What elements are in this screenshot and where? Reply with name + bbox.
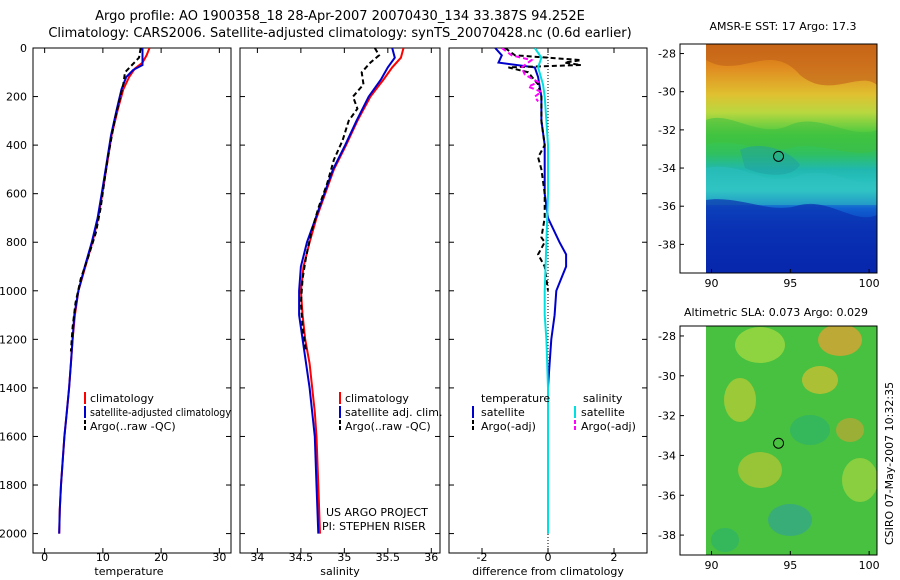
depth-tick-label: 1400 [0, 382, 27, 395]
depth-tick-label: 600 [6, 188, 27, 201]
title-line-1: Argo profile: AO 1900358_18 28-Apr-2007 … [95, 9, 585, 24]
x-tick-label: 10 [96, 551, 110, 564]
x-tick-label: 35 [337, 551, 351, 564]
map-x-tick-label: 100 [859, 277, 880, 290]
sst-map-axes [679, 43, 878, 274]
sla-map-field [706, 326, 877, 555]
map-x-tick-label: 90 [705, 559, 719, 572]
map-y-tick-label: -34 [658, 162, 676, 175]
map-y-tick-label: -28 [658, 48, 676, 61]
map-y-tick-label: -38 [658, 529, 676, 542]
legend-label-satellite: satellite adj. clim. [345, 406, 442, 419]
depth-tick-label: 2000 [0, 528, 27, 541]
series-line-argo-raw-qc- [69, 48, 142, 352]
legend-label-argo: Argo(..raw -QC) [90, 420, 176, 433]
x-tick-label: 0 [41, 551, 48, 564]
salinity-xlabel: salinity [320, 565, 360, 578]
depth-tick-label: 1600 [0, 430, 27, 443]
side-stamp: CSIRO 07-May-2007 10:32:35 [883, 382, 896, 545]
map-y-tick-label: -38 [658, 238, 676, 251]
legend-label-argo: Argo(..raw -QC) [345, 420, 431, 433]
salinity-xaxis: 34 34.5 35 35.5 36 [240, 47, 440, 564]
salinity-axes [239, 47, 441, 554]
series-line-salinity-satellite [533, 48, 549, 534]
difference-xaxis: -2 0 2 [449, 47, 647, 564]
map-y-tick-label: -36 [658, 200, 676, 213]
depth-tick-label: 200 [6, 91, 27, 104]
map-y-tick-label: -36 [658, 489, 676, 502]
temperature-series [58, 48, 151, 534]
depth-tick-label: 800 [6, 236, 27, 249]
pi-annotation: PI: STEPHEN RISER [322, 520, 426, 533]
map-y-tick-label: -32 [658, 124, 676, 137]
legend-label-climatology: climatology [90, 392, 154, 405]
series-line-satellite-adjusted-climatology [58, 48, 144, 534]
depth-tick-label: 1000 [0, 285, 27, 298]
sla-map-title: Altimetric SLA: 0.073 Argo: 0.029 [684, 306, 868, 319]
depth-axis: 0 200 400 600 800 1000 1200 1400 1600 1800 2000 [0, 42, 27, 541]
legend-label-climatology: climatology [345, 392, 409, 405]
map-x-tick-label: 95 [783, 277, 797, 290]
map-x-tick-label: 100 [859, 559, 880, 572]
argo-location-marker [773, 150, 785, 162]
salinity-series [298, 48, 405, 534]
depth-tick-label: 400 [6, 139, 27, 152]
depth-tick-label: 0 [20, 42, 27, 55]
sst-map-title: AMSR-E SST: 17 Argo: 17.3 [709, 20, 856, 33]
argo-location-marker [773, 437, 785, 449]
depth-tick-label: 1200 [0, 333, 27, 346]
legend-label-sal-satellite: satellite [581, 406, 625, 419]
map-y-tick-label: -32 [658, 410, 676, 423]
map-y-tick-label: -30 [658, 86, 676, 99]
x-tick-label: 0 [545, 551, 552, 564]
map-x-tick-label: 90 [705, 277, 719, 290]
legend-label-sal-argo: Argo(-adj) [581, 420, 636, 433]
difference-series [494, 48, 582, 534]
series-line-temperature-argo-adj- [504, 48, 582, 291]
x-tick-label: 2 [611, 551, 618, 564]
temperature-axes [32, 47, 232, 554]
temperature-xaxis: 0 10 20 30 [33, 47, 231, 564]
title-line-2: Climatology: CARS2006. Satellite-adjuste… [48, 26, 632, 41]
x-tick-label: 30 [212, 551, 226, 564]
sla-map-axis: 90 95 100 -28 -30 -32 -34 -36 -38 [658, 330, 880, 572]
map-y-tick-label: -34 [658, 449, 676, 462]
sst-map-axis: 90 95 100 -28 -30 -32 -34 -36 -38 [658, 48, 880, 290]
difference-xlabel: difference from climatology [472, 565, 624, 578]
temperature-legend: climatology satellite-adjusted climatolo… [84, 392, 231, 433]
map-y-tick-label: -28 [658, 330, 676, 343]
temperature-xlabel: temperature [94, 565, 163, 578]
x-tick-label: 34.5 [289, 551, 314, 564]
depth-tick-label: 1800 [0, 479, 27, 492]
series-line-satellite-adj-clim- [298, 48, 396, 534]
legend-label-temp-argo: Argo(-adj) [481, 420, 536, 433]
project-annotation: US ARGO PROJECT [326, 506, 428, 519]
x-tick-label: 20 [154, 551, 168, 564]
legend-label-temp-satellite: satellite [481, 406, 525, 419]
x-tick-label: -2 [477, 551, 488, 564]
legend-label-satellite: satellite-adjusted climatology [90, 406, 231, 419]
legend-header-temperature: temperature [481, 392, 550, 405]
series-line-climatology [58, 48, 151, 534]
map-x-tick-label: 95 [783, 559, 797, 572]
x-tick-label: 34 [250, 551, 264, 564]
legend-header-salinity: salinity [583, 392, 623, 405]
sst-map-field [706, 44, 877, 273]
salinity-legend: climatology satellite adj. clim. Argo(..… [339, 392, 442, 433]
series-line-salinity-argo-adj- [501, 48, 544, 102]
series-line-argo-raw-qc- [299, 48, 381, 352]
series-line-temperature-satellite [494, 48, 568, 534]
page-title: Argo profile: AO 1900358_18 28-Apr-2007 … [0, 8, 680, 42]
x-tick-label: 35.5 [376, 551, 401, 564]
sla-map-axes [679, 325, 878, 556]
difference-legend: temperature salinity satellite Argo(-adj… [472, 392, 636, 433]
x-tick-label: 36 [424, 551, 438, 564]
map-y-tick-label: -30 [658, 370, 676, 383]
